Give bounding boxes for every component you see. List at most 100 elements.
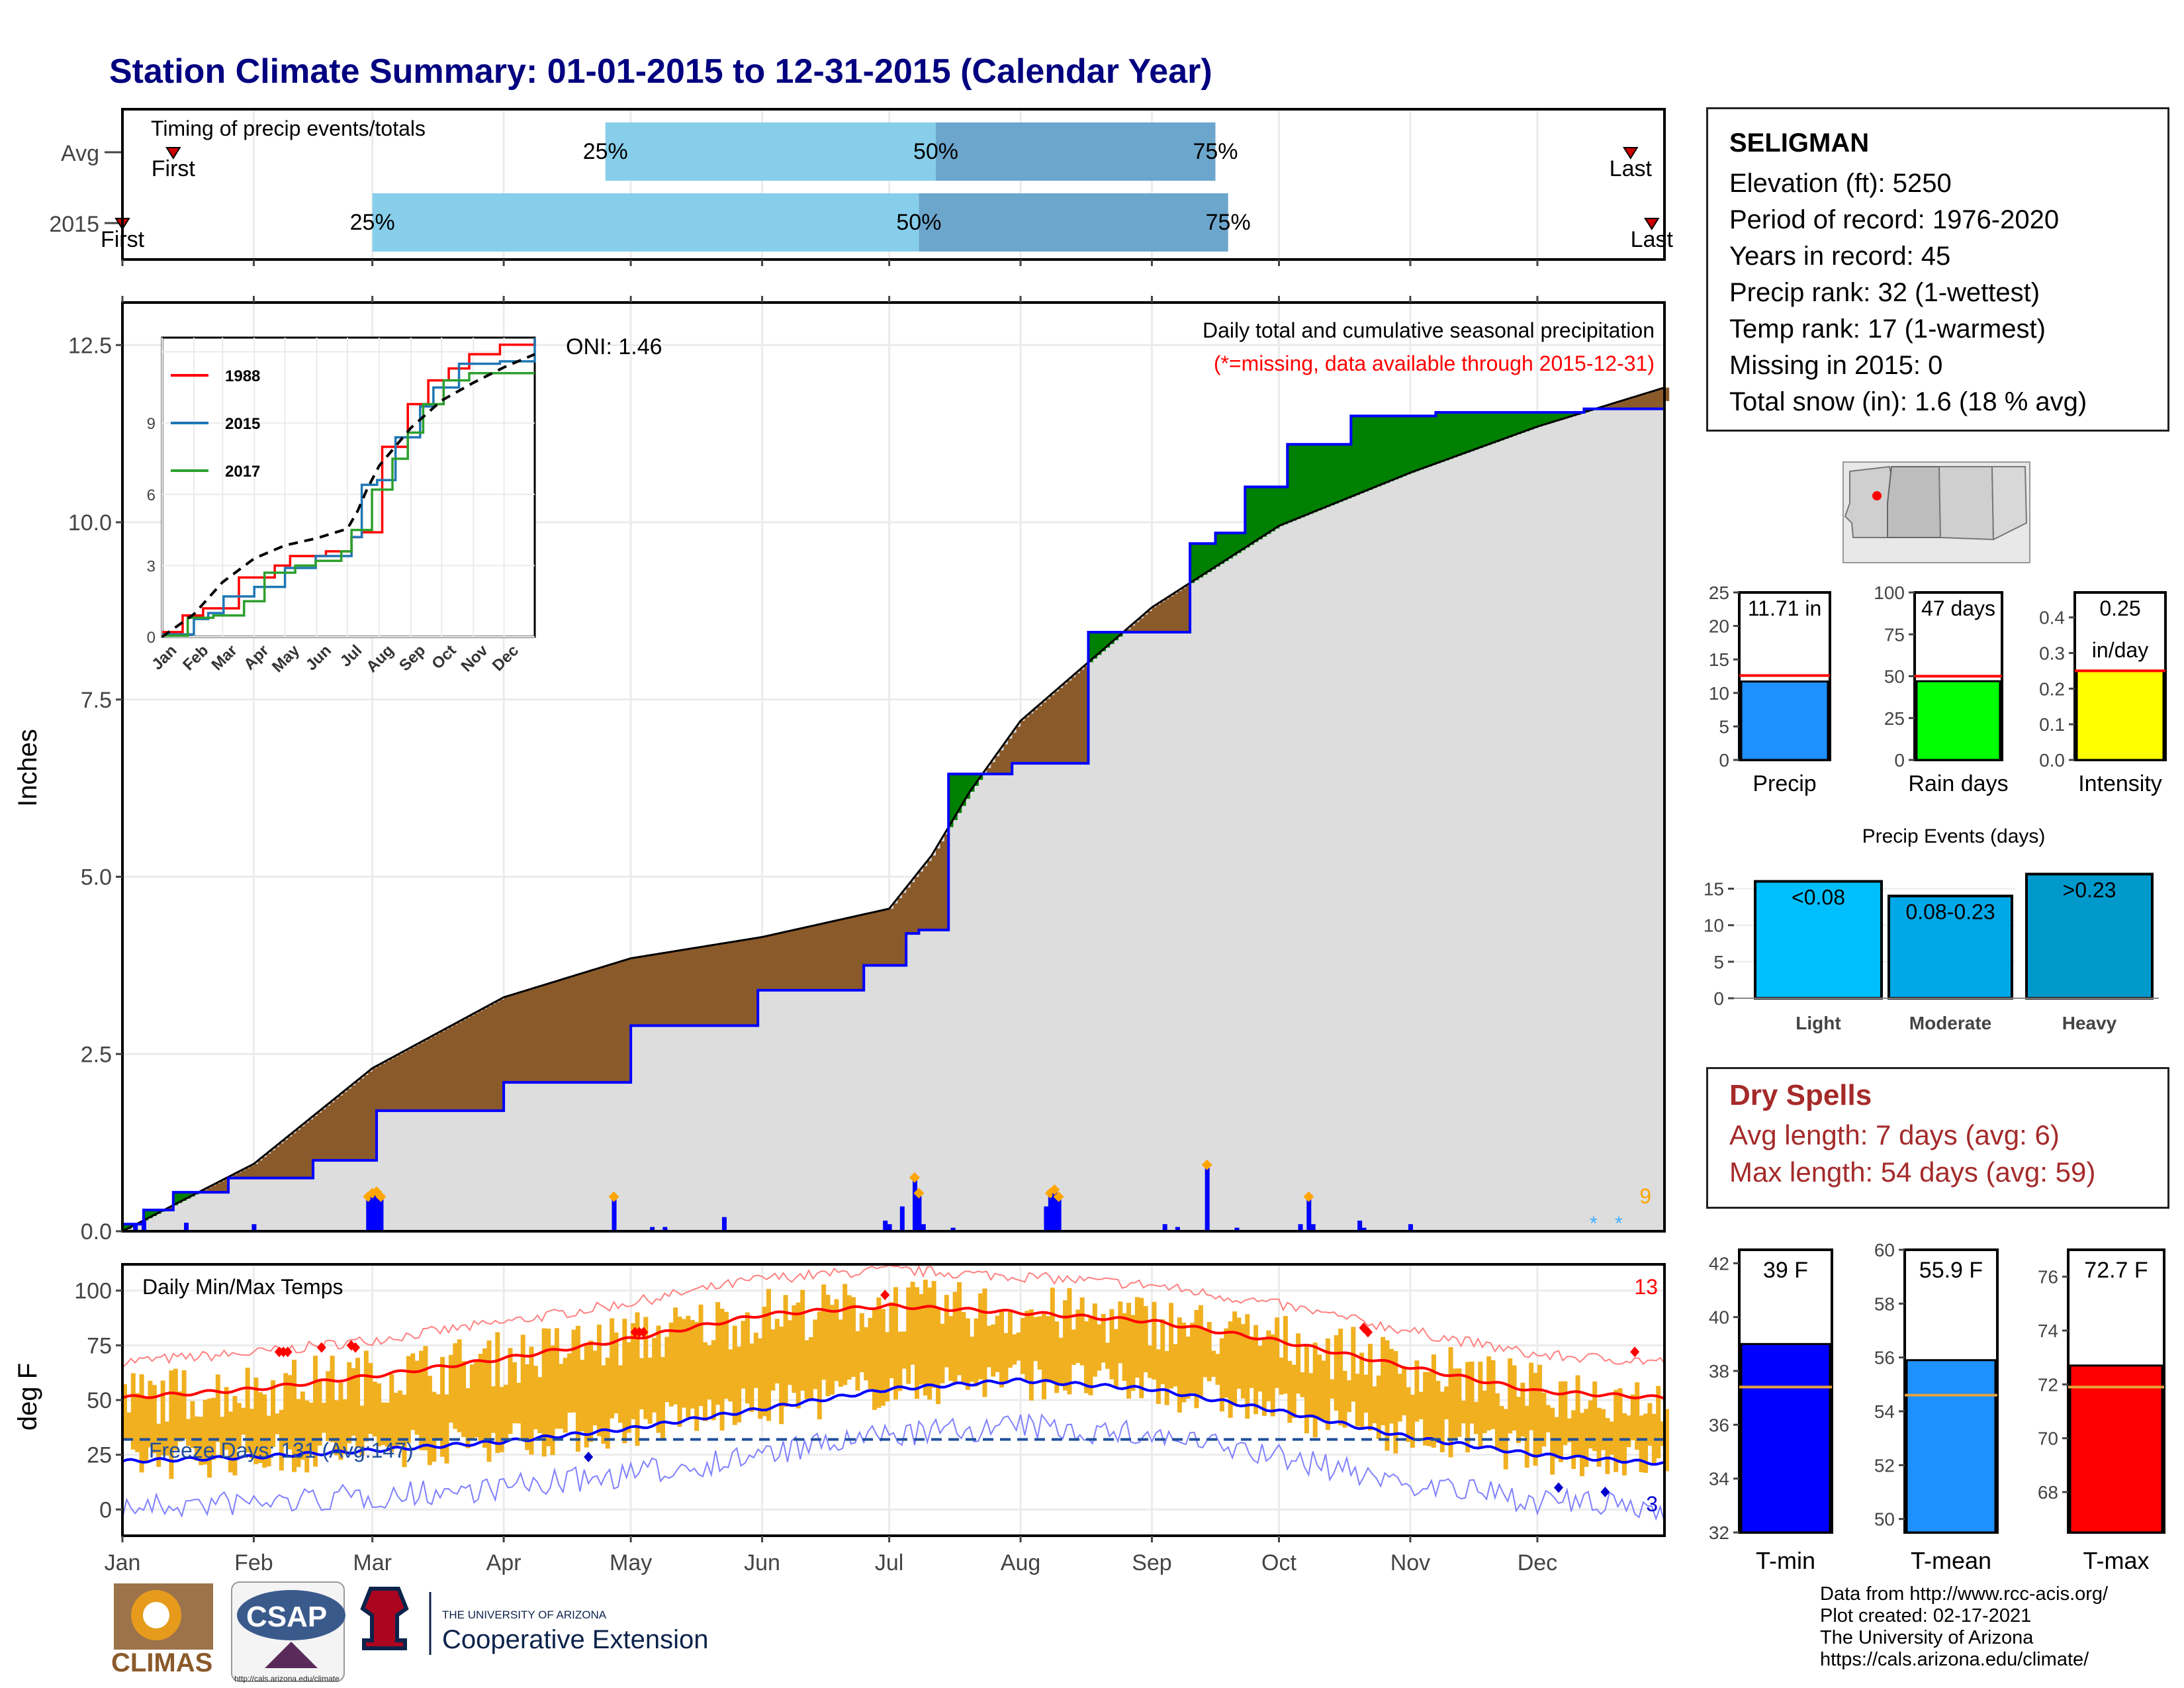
daily-temp-bar <box>1609 1421 1614 1455</box>
daily-temp-bar <box>813 1319 818 1389</box>
month-label: Dec <box>1518 1550 1557 1575</box>
legend-label: 2017 <box>225 463 260 481</box>
mini-bar-tick: 15 <box>1709 649 1729 670</box>
below-normal-area <box>846 917 852 990</box>
daily-temp-bar <box>1266 1330 1271 1401</box>
daily-temp-bar <box>250 1409 255 1459</box>
heavy-event-marker <box>375 1191 387 1202</box>
freeze-days-label: Freeze Days: 131 (Avg:147) <box>149 1438 414 1462</box>
daily-temp-bar <box>783 1295 788 1407</box>
below-normal-area <box>719 943 725 1026</box>
below-normal-area <box>584 972 589 1083</box>
daily-temp-bar <box>876 1297 882 1408</box>
below-normal-area <box>241 1170 246 1178</box>
daily-temp-bar <box>203 1399 208 1465</box>
below-normal-area <box>321 1109 327 1160</box>
record-low-line <box>122 1413 1665 1523</box>
daily-temp-bar <box>1567 1418 1572 1442</box>
below-normal-area <box>427 1038 433 1111</box>
above-normal-area <box>1388 416 1394 481</box>
above-normal-area <box>1300 444 1305 518</box>
daily-precip-bar <box>913 1180 918 1231</box>
y-tick-label: 75 <box>87 1333 112 1358</box>
record-high-marker <box>880 1289 890 1301</box>
daily-temp-bar <box>681 1319 686 1408</box>
temp-bar-tick: 76 <box>2038 1267 2058 1288</box>
daily-temp-bar <box>296 1399 301 1468</box>
daily-temp-bar <box>1219 1338 1224 1412</box>
above-normal-area <box>961 774 966 806</box>
daily-temp-bar <box>338 1382 343 1460</box>
logos: CLIMAS CSAP http://cals.arizona.edu/clim… <box>111 1581 708 1683</box>
below-normal-area <box>910 882 915 934</box>
below-normal-area <box>1021 720 1026 764</box>
y-axis-title: deg F <box>13 1363 42 1430</box>
month-label: Apr <box>486 1550 522 1575</box>
heavy-event-marker <box>1049 1184 1060 1196</box>
last-marker <box>1622 147 1639 160</box>
daily-temp-bar <box>435 1394 441 1441</box>
y-tick-label: 10.0 <box>68 510 112 536</box>
above-normal-area <box>948 774 954 827</box>
above-normal-area <box>152 1209 158 1217</box>
snow-marker: * <box>1590 1213 1598 1235</box>
daily-temp-bar <box>1469 1361 1475 1424</box>
daily-temp-bar <box>1584 1409 1589 1467</box>
event-tick: 0 <box>1713 988 1724 1009</box>
q25-label: 25% <box>583 139 628 164</box>
oni-label: ONI: 1.46 <box>566 334 662 359</box>
dry-spells-max: Max length: 54 days (avg: 59) <box>1729 1156 2096 1188</box>
above-normal-area <box>1279 487 1284 526</box>
y-tick-label: 100 <box>74 1279 112 1304</box>
daily-temp-bar <box>622 1319 627 1444</box>
daily-temp-bar <box>821 1284 827 1380</box>
above-normal-area <box>1283 487 1289 524</box>
daily-temp-bar <box>728 1349 733 1402</box>
daily-temp-bar <box>1253 1325 1259 1415</box>
above-normal-area <box>1541 412 1547 426</box>
daily-temp-bar <box>1109 1309 1115 1380</box>
above-normal-area <box>1308 444 1314 514</box>
daily-precip-bar <box>1234 1227 1240 1231</box>
temp-bar-tick: 50 <box>1874 1509 1895 1530</box>
state-map <box>1843 461 2030 563</box>
below-normal-area <box>1143 614 1148 633</box>
y-tick-label: 5.0 <box>81 865 112 890</box>
below-normal-area <box>741 940 746 1026</box>
event-bar-label: Moderate <box>1909 1013 1991 1033</box>
daily-temp-bar <box>1457 1368 1462 1437</box>
above-normal-area <box>1381 416 1386 485</box>
daily-temp-bar <box>741 1321 746 1389</box>
event-bar <box>1754 880 1883 1000</box>
daily-temp-bar <box>461 1361 467 1437</box>
daily-temp-bar <box>317 1381 322 1446</box>
record-low-marker <box>1600 1486 1610 1497</box>
daily-temp-bar <box>1516 1397 1521 1443</box>
q50-label: 50% <box>896 210 941 235</box>
event-bar-range: >0.23 <box>2063 878 2116 902</box>
below-normal-area <box>927 861 933 930</box>
daily-temp-bar <box>144 1397 149 1462</box>
timing-title: Timing of precip events/totals <box>151 117 426 140</box>
below-normal-area <box>617 962 623 1083</box>
below-normal-area <box>762 937 767 990</box>
temp-bar-tick: 38 <box>1709 1361 1729 1382</box>
daily-temp-bar <box>1300 1372 1305 1397</box>
daily-temp-bar <box>414 1360 420 1435</box>
below-normal-area <box>1185 585 1191 633</box>
below-normal-area <box>465 1017 471 1111</box>
daily-temp-bar <box>715 1302 721 1405</box>
month-label: May <box>610 1550 652 1575</box>
legend-text: Daily total and cumulative seasonal prec… <box>1203 318 1655 342</box>
daily-temp-bar <box>1228 1321 1233 1418</box>
above-normal-area <box>1325 444 1331 507</box>
below-normal-area <box>563 979 568 1083</box>
below-normal-area <box>495 1002 500 1111</box>
daily-temp-bar <box>1275 1317 1280 1388</box>
daily-temp-bar <box>275 1413 280 1434</box>
daily-precip-bar <box>133 1224 138 1231</box>
temp-bar-tick: 70 <box>2038 1429 2058 1449</box>
daily-temp-bar <box>152 1385 157 1454</box>
below-normal-area <box>482 1008 488 1111</box>
